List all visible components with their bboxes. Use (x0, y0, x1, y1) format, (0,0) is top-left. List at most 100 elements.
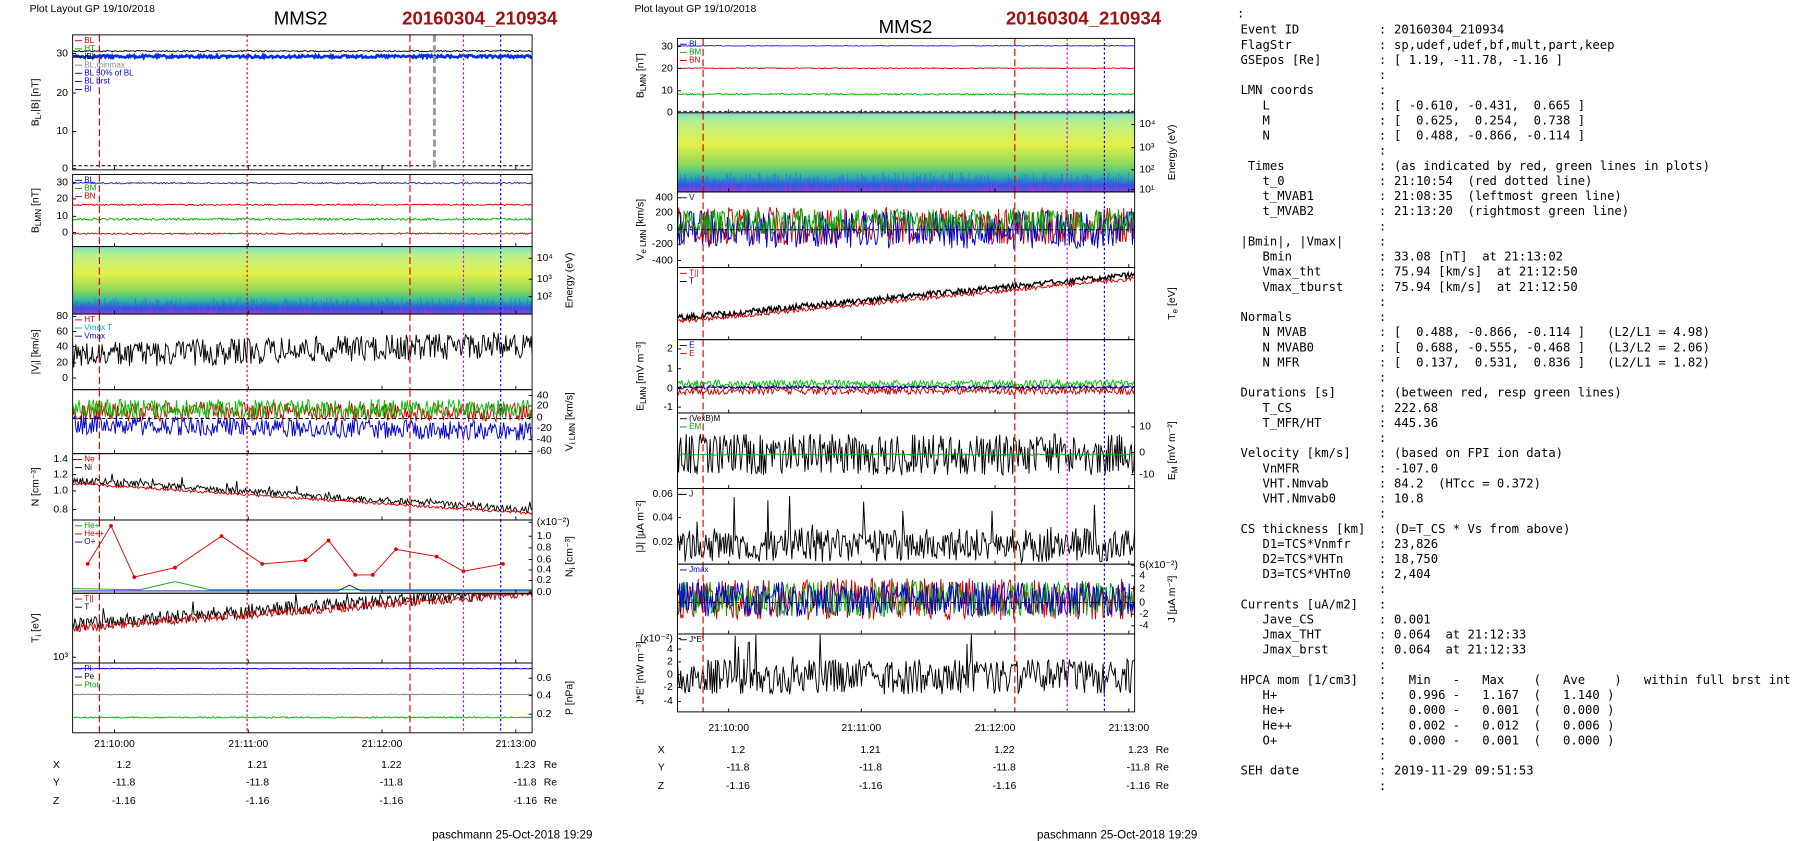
label-part: L (34, 114, 43, 119)
y-axis-label: BL,|B| [nT] (30, 78, 43, 126)
panel-plot (677, 112, 1135, 192)
label-part: [eV] (1167, 287, 1178, 309)
plot-title: MMS2 (274, 8, 328, 29)
ephemeris-unit: Re (544, 778, 558, 789)
y-tick-label: -400 (652, 255, 673, 266)
y-tick-label: (x10⁻²) (537, 517, 570, 528)
separator: : (1379, 204, 1386, 218)
info-value: 21:13:20 (rightmost green line) (1394, 204, 1629, 218)
point (353, 573, 358, 577)
ephemeris-name: Y (658, 762, 665, 773)
y-tick-label: -200 (652, 239, 673, 250)
panel-frame (677, 339, 1136, 414)
info-key: Vmax_tburst (1240, 280, 1343, 294)
point (394, 547, 398, 552)
label-part: [eV] (30, 613, 41, 635)
y-axis-label: |J| [µA m⁻²] (635, 500, 646, 552)
separator: : (1379, 658, 1386, 672)
separator: : (1379, 310, 1386, 324)
separator: : (1379, 673, 1386, 687)
point (132, 575, 137, 579)
y-tick-label: -20 (537, 423, 552, 434)
ephemeris-value: -1.16 (859, 781, 883, 792)
panel-frame (677, 633, 1136, 713)
y-tick-label: 1.4 (53, 454, 68, 465)
info-value: 0.000 - 0.001 ( 0.000 ) (1394, 703, 1614, 717)
event-id: 20160304_210934 (402, 8, 558, 29)
y-tick-label: -4 (664, 696, 673, 707)
label-part: [km/s] (564, 392, 575, 423)
ephemeris-value: -1.16 (379, 796, 403, 807)
y-tick-label: 20 (537, 401, 549, 412)
y-axis-label: EM [mV m⁻²] (1167, 421, 1180, 480)
info-value: 0.064 at 21:12:33 (1394, 643, 1526, 657)
label-part: |J| [µA m⁻²] (635, 500, 646, 552)
label-part: V (564, 444, 575, 451)
label-part: [km/s] (635, 199, 646, 230)
legend-entry: Jmax (689, 565, 708, 574)
separator: : (1379, 612, 1386, 626)
info-key: LMN coords (1240, 83, 1313, 97)
trace (72, 232, 533, 236)
ephemeris-value: -11.8 (726, 762, 749, 773)
y-tick-label: 0.4 (537, 690, 552, 701)
info-key: N MFR (1240, 355, 1299, 369)
y-tick-label: 10¹ (1139, 184, 1155, 195)
legend-entry: Bl (84, 85, 91, 94)
info-key: H+ (1240, 688, 1277, 702)
y-axis-label: Te [eV] (1167, 287, 1180, 320)
info-value: [ -0.610, -0.431, 0.665 ] (1394, 98, 1585, 112)
panel: 0.06 0.04 0.02 |J| [µA m⁻²] J (635, 488, 1136, 565)
label-part: Energy (eV) (564, 252, 575, 308)
info-value: 10.8 (1394, 492, 1423, 506)
y-axis-label: Ni [cm⁻³] (564, 536, 577, 577)
y-tick-label: 1 (667, 364, 673, 375)
y-axis-label: |Vi| [km/s] (30, 329, 43, 374)
info-value: 445.36 (1394, 416, 1438, 430)
trace (677, 453, 1135, 457)
info-value: [ 1.19, -11.78, -1.16 ] (1394, 53, 1563, 67)
ephemeris-value: 1.21 (247, 760, 268, 771)
info-value: 23,826 (1394, 537, 1438, 551)
legend-entry: Pi (84, 664, 91, 673)
info-value: 84.2 (HTcc = 0.372) (1394, 476, 1541, 490)
info-key: D3=TCS*VHTn0 (1240, 567, 1350, 581)
plot-title: MMS2 (879, 16, 933, 37)
separator: : (1379, 219, 1386, 233)
separator: : (1379, 492, 1386, 506)
y-axis-label: J [µA m⁻²] (1167, 575, 1178, 622)
trace (72, 332, 533, 368)
legend-entry: Vmax T (84, 323, 112, 332)
label-part: T (1167, 313, 1178, 320)
panel-frame (72, 34, 533, 171)
label-part: J*E' [nW m⁻³] (635, 641, 646, 704)
separator: : (1379, 597, 1386, 611)
trace (677, 276, 1135, 324)
trace (87, 524, 504, 578)
panel-plot (72, 663, 533, 733)
info-value: (based on FPI ion data) (1394, 446, 1563, 460)
y-tick-label: 20 (56, 358, 68, 369)
info-value: (between red, resp green lines) (1394, 386, 1622, 400)
separator: : (1379, 280, 1386, 294)
separator: : (1379, 718, 1386, 732)
legend-entry: T|| (689, 269, 698, 278)
separator: : (1379, 476, 1386, 490)
info-value: 0.996 - 1.167 ( 1.140 ) (1394, 688, 1614, 702)
panel-plot (677, 488, 1135, 565)
separator: : (1379, 68, 1386, 82)
y-tick-label: 10³ (1139, 142, 1155, 153)
info-key: Vmax_tht (1240, 265, 1321, 279)
y-tick-label: 0.2 (537, 575, 552, 586)
point (434, 554, 439, 559)
legend-entry: |B| (84, 52, 94, 61)
ephemeris-value: 1.22 (994, 745, 1015, 756)
ephemeris-name: X (658, 745, 665, 756)
ephemeris-value: -11.8 (993, 762, 1016, 773)
separator: : (1379, 174, 1386, 188)
trace (677, 384, 1135, 391)
point (370, 573, 375, 577)
legend-entry: He+ (84, 521, 99, 530)
